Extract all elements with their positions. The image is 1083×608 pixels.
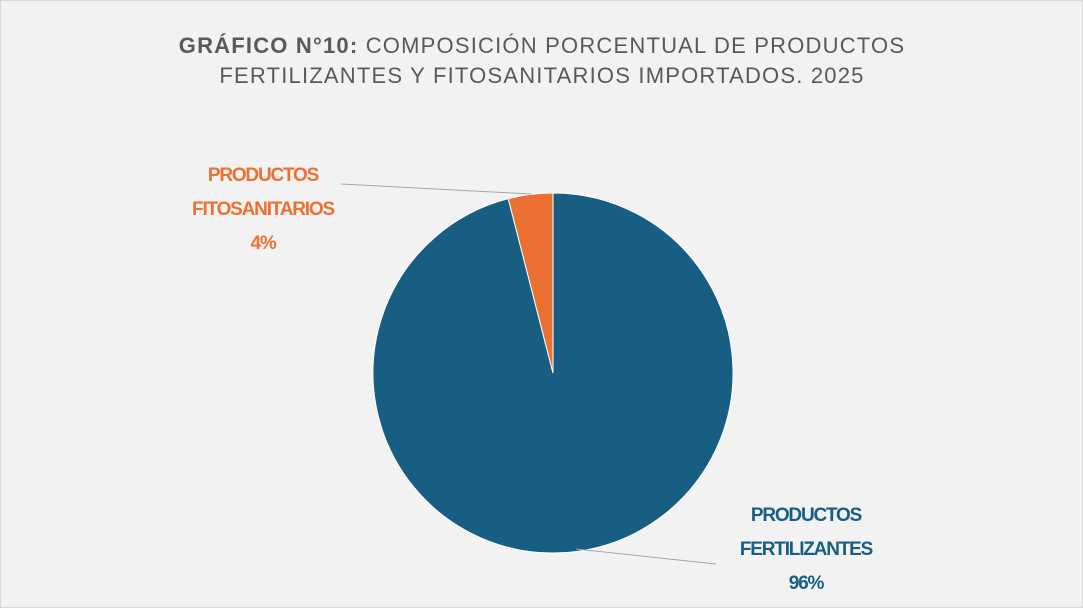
title-text: COMPOSICIÓN PORCENTUAL DE PRODUCTOS FERT… <box>219 33 906 88</box>
title-number: GRÁFICO N°10: <box>178 33 359 58</box>
slice-category-label: PRODUCTOS FERTILIZANTES <box>739 505 873 560</box>
slice-category-label: PRODUCTOS FITOSANITARIOS <box>192 165 335 220</box>
chart-title: GRÁFICO N°10: COMPOSICIÓN PORCENTUAL DE … <box>172 31 912 91</box>
leader-line <box>575 548 717 565</box>
leader-line <box>340 183 532 195</box>
slice-value-label: 96% <box>788 573 825 594</box>
slice-value-label: 4% <box>250 233 276 254</box>
pie-slice <box>507 192 554 374</box>
